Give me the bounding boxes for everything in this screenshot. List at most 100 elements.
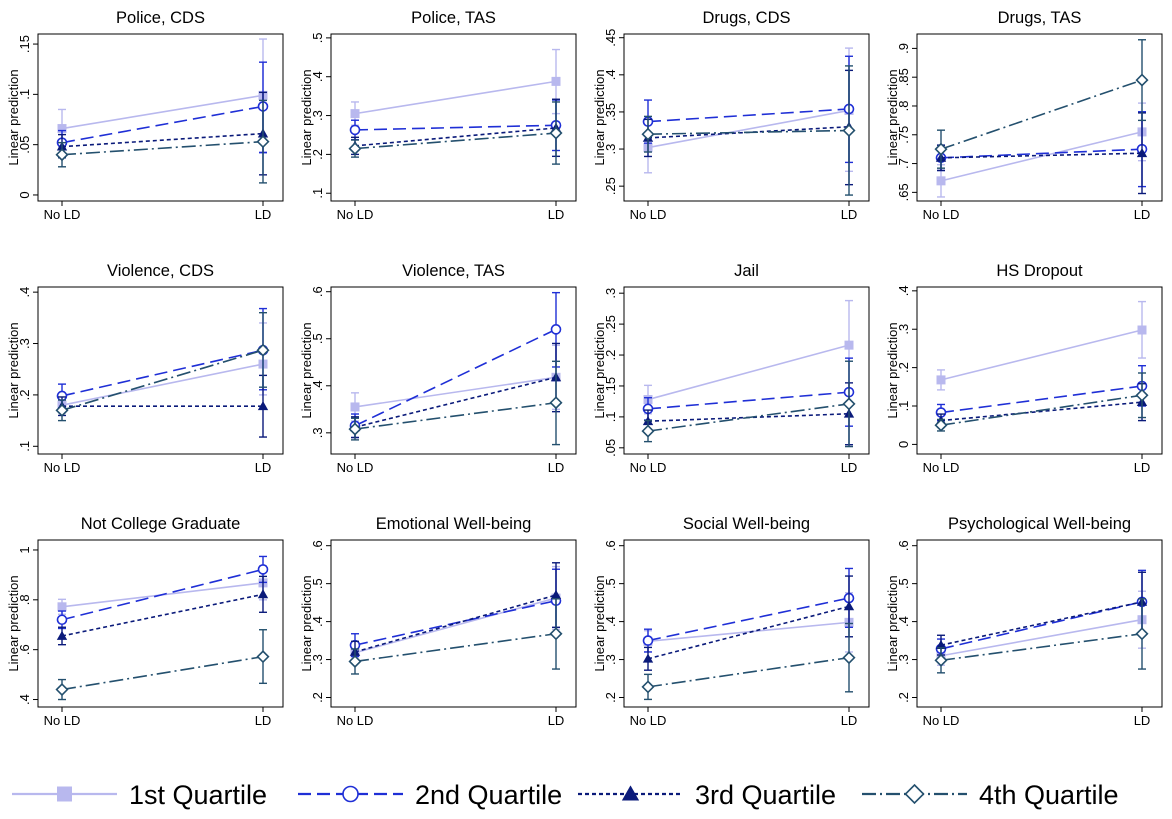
series-line <box>61 105 264 144</box>
y-tick-label: .05 <box>17 136 32 154</box>
panel-svg: Not College Graduate Linear prediction .4.… <box>6 515 284 728</box>
y-tick-label: .8 <box>896 101 911 112</box>
series-line <box>647 403 850 432</box>
series-line <box>940 632 1143 662</box>
series-line <box>354 632 557 663</box>
y-tick-label: .4 <box>310 71 325 82</box>
data-point <box>842 651 856 665</box>
series-line <box>940 79 1143 150</box>
series-line <box>940 131 1143 182</box>
panel-title: Emotional Well-being <box>376 515 532 533</box>
y-tick-label: .6 <box>603 540 618 551</box>
y-axis-label: Linear prediction <box>592 69 607 165</box>
data-point <box>56 614 68 626</box>
panel-svg: Drugs, TAS Linear prediction .65 .7 .75 .8 .85… <box>885 9 1163 222</box>
panel-title: Social Well-being <box>683 515 810 533</box>
panel-svg: Jail Linear prediction .05 .1 .15 .2 .25 .3 No L… <box>592 262 870 475</box>
y-tick-label: .1 <box>17 441 32 452</box>
panel-psychological-well-being: Psychological Well-being Linear predictio… <box>879 506 1172 759</box>
series-line <box>940 329 1143 381</box>
panel-title: Drugs, TAS <box>998 9 1082 27</box>
series-1st-quartile <box>643 592 854 653</box>
y-axis-label: Linear prediction <box>885 322 900 418</box>
y-tick-label: .4 <box>896 285 911 296</box>
data-point <box>257 564 269 575</box>
data-point <box>842 397 856 411</box>
y-tick-label: .05 <box>603 439 618 457</box>
series-3rd-quartile <box>56 91 269 176</box>
data-point <box>641 424 655 438</box>
series-4th-quartile <box>55 311 270 422</box>
data-point <box>57 124 67 134</box>
panel-svg: Social Well-being Linear prediction .2 .3 .4… <box>592 515 870 728</box>
x-tick-label: LD <box>548 207 565 222</box>
plot-frame <box>330 33 577 202</box>
y-tick-label: .3 <box>310 427 325 438</box>
y-tick-label: .2 <box>310 149 325 160</box>
y-tick-label: .4 <box>896 616 911 627</box>
x-tick-label: LD <box>841 207 858 222</box>
plot-frame <box>330 539 577 708</box>
panel-title: Police, CDS <box>116 9 205 27</box>
plot-frame <box>623 33 870 202</box>
plot-frame <box>37 33 284 202</box>
x-tick-label: LD <box>1134 207 1151 222</box>
y-tick-label: .75 <box>896 126 911 144</box>
panel-svg: Police, CDS Linear prediction 0 .05 .1 .15 No … <box>6 9 284 222</box>
legend-label: 4th Quartile <box>979 780 1119 810</box>
y-tick-label: .65 <box>896 183 911 201</box>
series-4th-quartile <box>348 101 563 165</box>
data-point <box>842 123 856 138</box>
y-tick-label: .15 <box>17 35 32 53</box>
panel-svg: Violence, CDS Linear prediction .1 .2 .3 .4 No… <box>6 262 284 475</box>
data-point <box>348 142 362 156</box>
y-tick-label: .7 <box>896 158 911 169</box>
x-tick-label: LD <box>255 460 272 475</box>
panel-title: HS Dropout <box>996 262 1083 280</box>
y-tick-label: 1 <box>17 546 32 553</box>
x-tick-label: LD <box>548 713 565 728</box>
legend-label: 2nd Quartile <box>415 780 562 810</box>
series-line <box>61 568 264 621</box>
series-2nd-quartile <box>935 569 1148 660</box>
data-point <box>349 124 361 136</box>
panel-jail: Jail Linear prediction .05 .1 .15 .2 .25 .3 No L… <box>586 253 879 506</box>
panel-police-tas: Police, TAS Linear prediction .1 .2 .3 .4 .5 No… <box>293 0 586 253</box>
y-tick-label: .4 <box>17 287 32 298</box>
y-tick-label: .5 <box>310 578 325 589</box>
series-3rd-quartile <box>349 342 562 439</box>
series-2nd-quartile <box>349 568 562 658</box>
y-tick-label: .2 <box>603 350 618 361</box>
data-point <box>551 76 561 86</box>
series-1st-quartile <box>350 344 561 422</box>
y-axis-label: Linear prediction <box>299 322 314 418</box>
x-tick-label: LD <box>1134 460 1151 475</box>
data-point <box>1137 325 1147 335</box>
series-line <box>354 127 557 147</box>
panel-title: Drugs, CDS <box>702 9 790 27</box>
data-point <box>642 653 654 663</box>
series-4th-quartile <box>934 598 1149 674</box>
y-axis-label: Linear prediction <box>299 575 314 671</box>
y-tick-label: .6 <box>896 540 911 551</box>
series-4th-quartile <box>641 360 856 448</box>
plot-frame <box>916 539 1163 708</box>
series-1st-quartile <box>936 590 1147 666</box>
series-line <box>354 376 557 408</box>
x-tick-label: No LD <box>923 207 960 222</box>
series-line <box>354 328 557 427</box>
x-tick-label: No LD <box>923 713 960 728</box>
data-point <box>55 683 69 697</box>
y-tick-label: .1 <box>17 89 32 100</box>
series-4th-quartile <box>641 622 856 701</box>
data-point <box>56 630 68 640</box>
y-axis-label: Linear prediction <box>6 575 21 671</box>
series-line <box>61 94 264 130</box>
series-1st-quartile <box>350 565 561 665</box>
data-point <box>641 127 655 141</box>
series-line <box>354 597 557 654</box>
data-point <box>641 680 655 694</box>
y-tick-label: .5 <box>603 578 618 589</box>
data-point <box>549 627 563 641</box>
panel-drugs-tas: Drugs, TAS Linear prediction .65 .7 .75 .8 .85… <box>879 0 1172 253</box>
